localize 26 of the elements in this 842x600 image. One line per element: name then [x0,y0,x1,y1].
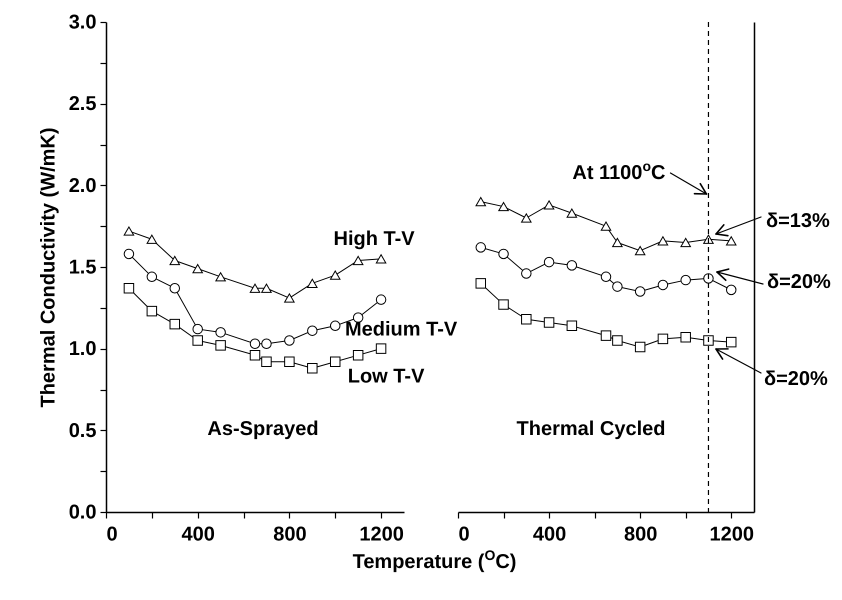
y-tick-label: 3.0 [68,12,96,34]
x-tick-label: 400 [532,524,566,546]
x-tick-label: 0 [106,524,118,546]
x-tick-label: 1200 [359,524,404,546]
x-tick-label: 800 [624,524,658,546]
y-tick-label: 1.0 [68,338,96,360]
series-label: Low T-V [348,366,426,388]
y-tick-label: 0.0 [68,502,96,524]
y-tick-label: 0.5 [68,420,96,442]
y-tick-label: 1.5 [68,256,96,278]
ref-line-label: At 1100$^{o}$C [572,158,666,184]
text: δ=13% [766,210,830,232]
y-axis-title: Thermal Conductivity (W/mK) [38,127,60,408]
y-tick-label: 2.0 [68,174,96,197]
y-tick-label: 2.5 [68,93,96,116]
annotation: Thermal Cycled [516,418,666,440]
x-axis-title: Temperature ($^{O}$C) [352,547,516,573]
x-tick-label: 800 [273,524,307,546]
text: δ=20% [767,271,832,293]
x-tick-label: 1200 [709,524,754,546]
annotation: As-Sprayed [207,418,319,440]
series-label: High T-V [334,228,416,250]
x-tick-label: 0 [458,524,470,546]
series-label: Medium T-V [344,318,458,341]
text: δ=20% [764,368,828,390]
x-tick-label: 400 [182,524,215,546]
